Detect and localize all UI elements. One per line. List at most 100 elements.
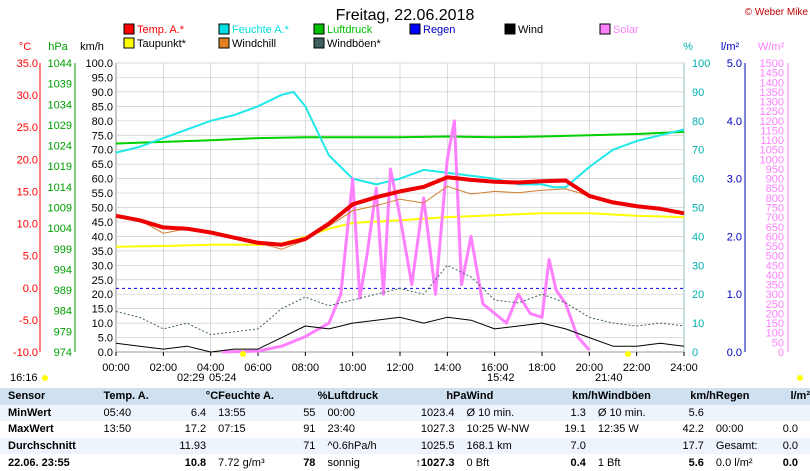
wind-tick: 80.0 — [92, 116, 113, 128]
time-marker-noon: 15:42 — [487, 372, 515, 384]
legend-swatch — [409, 23, 421, 35]
humidity-tick: 50 — [692, 203, 704, 215]
legend: Temp. A.* Feuchte A.* Luftdruck Regen Wind So… — [123, 23, 639, 50]
pressure-tick: 1034 — [48, 99, 72, 111]
table-header-cell: hPa — [446, 390, 467, 403]
table-cell: Ø 10 min. — [466, 406, 515, 419]
solar-tick: 450 — [766, 260, 784, 272]
table-cell: 0.4 — [570, 456, 586, 469]
time-markers: 16:16 02:29 05:24 15:42 21:40 — [10, 351, 803, 384]
table-cell: 00:00 — [715, 423, 744, 436]
table-cell: 1025.5 — [420, 440, 455, 453]
wind-tick: 75.0 — [92, 130, 113, 142]
legend-label: Feuchte A.* — [232, 24, 290, 36]
wind-tick: 0.0 — [98, 347, 113, 359]
humidity-tick: 60 — [692, 174, 704, 186]
solar-tick: 800 — [766, 193, 784, 205]
table-cell: 05:40 — [103, 406, 132, 419]
weather-chart: Freitag, 22.06.2018 © Weber Mike Temp. A… — [10, 7, 809, 384]
solar-tick: 0 — [778, 347, 784, 359]
rain-tick: 4.0 — [727, 116, 742, 128]
table-cell — [716, 405, 773, 422]
solar-tick: 1200 — [760, 116, 784, 128]
series-line-solar — [222, 119, 591, 354]
series-line-windben — [115, 264, 685, 336]
solar-tick: 950 — [766, 164, 784, 176]
time-marker-left: 16:16 — [10, 372, 38, 384]
legend-label: Windböen* — [327, 38, 382, 50]
solar-tick: 50 — [772, 337, 784, 349]
humidity-tick: 100 — [692, 58, 710, 70]
row-label: Durchschnitt — [8, 440, 76, 453]
solar-tick: 1350 — [760, 87, 784, 99]
table-cell: 13:50 — [103, 423, 132, 436]
table-cell: 23:40 — [327, 423, 355, 436]
table-cell — [218, 438, 294, 455]
x-tick: 10:00 — [339, 362, 367, 374]
table-cell: 6.4 — [190, 406, 207, 419]
x-tick: 14:00 — [434, 362, 462, 374]
table-header-cell: Windböen — [597, 390, 651, 403]
wind-tick: 15.0 — [92, 304, 113, 316]
pressure-tick: 994 — [54, 264, 72, 276]
legend-label: Taupunkt* — [137, 38, 187, 50]
legend-swatch — [599, 23, 611, 35]
x-tick: 20:00 — [576, 362, 604, 374]
rain-tick: 0.0 — [727, 347, 742, 359]
legend-swatch — [504, 23, 516, 35]
wind-tick: 95.0 — [92, 72, 113, 84]
table-header-cell: Luftdruck — [327, 390, 379, 403]
humidity-tick: 40 — [692, 231, 704, 243]
rain-tick: 3.0 — [727, 174, 742, 186]
temp-tick: 35.0 — [17, 58, 38, 70]
table-cell: Ø 10 min. — [597, 406, 646, 419]
table-row: MinWert 05:40 6.4 13:55 55 00:00 1023.4 Ø 10 mi… — [0, 404, 810, 422]
table-cell: 5.6 — [688, 456, 704, 469]
solar-tick: 600 — [766, 231, 784, 243]
pressure-tick: 1044 — [48, 58, 72, 70]
legend-label: Windchill — [232, 38, 276, 50]
table-header-cell: Sensor — [8, 390, 46, 403]
wind-unit: km/h — [80, 41, 104, 53]
solar-tick: 850 — [766, 183, 784, 195]
solar-tick: 500 — [766, 251, 784, 263]
solar-tick: 1250 — [760, 106, 784, 118]
series-line-luftdruck — [115, 130, 685, 145]
stats-table: Sensor Temp. A. °C Feuchte A.% Luftdruck hPa W… — [0, 388, 810, 471]
table-cell: 13:55 — [218, 406, 246, 419]
solar-tick: 700 — [766, 212, 784, 224]
table-cell: 00:00 — [327, 406, 355, 419]
temp-tick: 20.0 — [17, 154, 38, 166]
legend-swatch — [313, 37, 325, 49]
humidity-tick: 0 — [692, 347, 698, 359]
legend-label: Luftdruck — [327, 24, 373, 36]
table-cell: sonnig — [327, 456, 360, 469]
wind-tick: 50.0 — [92, 203, 113, 215]
row-label: MinWert — [8, 406, 52, 419]
solar-tick: 300 — [766, 289, 784, 301]
solar-tick: 750 — [766, 203, 784, 215]
pressure-tick: 1029 — [48, 120, 72, 132]
x-tick: 16:00 — [481, 362, 509, 374]
wind-tick: 10.0 — [92, 318, 113, 330]
table-cell: 12:35 W — [597, 423, 639, 436]
x-tick: 06:00 — [244, 362, 272, 374]
legend-swatch — [218, 37, 230, 49]
temp-tick: -5.0 — [19, 315, 38, 327]
time-marker-sunrise: 02:29 — [177, 372, 205, 384]
legend-label: Wind — [518, 24, 543, 36]
table-cell: 91 — [303, 423, 316, 436]
copyright: © Weber Mike — [745, 7, 809, 18]
wind-tick: 45.0 — [92, 217, 113, 229]
series-line-tempa — [115, 175, 685, 247]
solar-tick: 1400 — [760, 77, 784, 89]
dawn-marker — [240, 351, 246, 357]
humidity-tick: 30 — [692, 260, 704, 272]
solar-tick: 900 — [766, 174, 784, 186]
x-tick: 00:00 — [102, 362, 130, 374]
rain-tick: 1.0 — [727, 289, 742, 301]
table-cell: 0.0 — [782, 423, 798, 436]
temp-tick: 5.0 — [23, 251, 38, 263]
table-row: 22.06. 23:55 10.8 7.72 g/m³ 78 sonnig ↑1027.3… — [0, 454, 810, 471]
